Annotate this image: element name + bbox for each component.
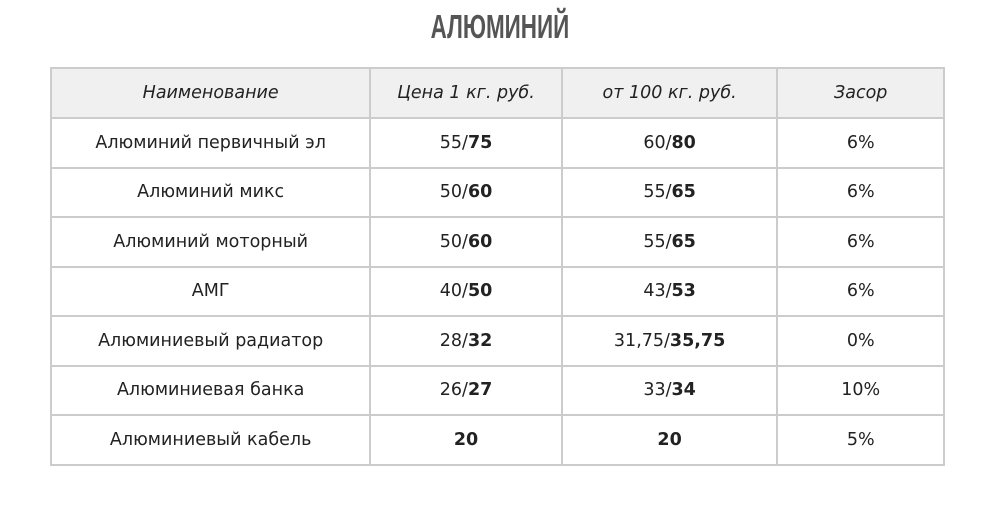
price100-max: 65 — [671, 231, 696, 252]
cell-name: Алюминиевый кабель — [49, 414, 372, 466]
waste-value: 6% — [846, 132, 875, 153]
table-header-row: Наименование Цена 1 кг. руб. от 100 кг. … — [49, 67, 945, 119]
price-min: 28/ — [439, 330, 468, 351]
price-max: 75 — [467, 132, 493, 153]
cell-waste: 6% — [776, 216, 945, 268]
price100-min: 33/ — [643, 380, 672, 401]
price100-max: 53 — [671, 281, 696, 302]
item-name: АМГ — [191, 281, 230, 302]
table-row: Алюминиевая банка 26/27 33/34 10% — [49, 364, 945, 416]
item-name: Алюминий моторный — [113, 231, 309, 252]
table-row: Алюминий микс 50/60 55/65 6% — [49, 166, 945, 218]
waste-value: 0% — [846, 330, 875, 351]
waste-value: 5% — [846, 429, 875, 450]
table-row: Алюминиевый кабель 20 20 5% — [49, 414, 945, 466]
cell-price: 28/32 — [369, 315, 563, 367]
table-row: АМГ 40/50 43/53 6% — [49, 265, 945, 317]
price-max: 60 — [467, 182, 493, 203]
price100-max: 35,75 — [669, 330, 726, 351]
price-max: 50 — [467, 281, 493, 302]
table-row: Алюминий первичный эл 55/75 60/80 6% — [49, 117, 945, 169]
cell-price-100: 33/34 — [560, 364, 779, 416]
cell-waste: 10% — [776, 364, 945, 416]
item-name: Алюминиевая банка — [116, 380, 305, 401]
cell-name: Алюминий микс — [49, 166, 372, 218]
cell-waste: 6% — [776, 166, 945, 218]
cell-price-100: 20 — [560, 414, 779, 466]
cell-name: Алюминиевая банка — [49, 364, 372, 416]
cell-price: 20 — [369, 414, 563, 466]
cell-waste: 6% — [776, 265, 945, 317]
price100-max: 65 — [671, 182, 696, 203]
cell-price-100: 55/65 — [560, 166, 779, 218]
waste-value: 6% — [846, 231, 875, 252]
item-name: Алюминиевый радиатор — [98, 330, 324, 351]
waste-value: 10% — [841, 380, 881, 401]
price-min: 26/ — [439, 380, 468, 401]
header-name: Наименование — [49, 67, 372, 119]
header-waste: Засор — [776, 67, 945, 119]
cell-name: Алюминий первичный эл — [49, 117, 372, 169]
cell-name: АМГ — [49, 265, 372, 317]
item-name: Алюминий микс — [137, 182, 285, 203]
price100-max: 20 — [657, 429, 682, 450]
price-table: Наименование Цена 1 кг. руб. от 100 кг. … — [49, 67, 945, 466]
price-min: 50/ — [439, 231, 468, 252]
cell-price: 40/50 — [369, 265, 563, 317]
price100-min: 55/ — [643, 231, 672, 252]
item-name: Алюминий первичный эл — [95, 132, 326, 153]
waste-value: 6% — [846, 182, 875, 203]
waste-value: 6% — [846, 281, 875, 302]
cell-price-100: 31,75/35,75 — [560, 315, 779, 367]
price-min: 55/ — [439, 132, 468, 153]
price100-min: 31,75/ — [613, 330, 670, 351]
cell-price-100: 43/53 — [560, 265, 779, 317]
cell-price: 50/60 — [369, 216, 563, 268]
price-max: 60 — [467, 231, 493, 252]
table-row: Алюминий моторный 50/60 55/65 6% — [49, 216, 945, 268]
price-min: 40/ — [439, 281, 468, 302]
item-name: Алюминиевый кабель — [109, 429, 312, 450]
cell-waste: 0% — [776, 315, 945, 367]
table-row: Алюминиевый радиатор 28/32 31,75/35,75 0% — [49, 315, 945, 367]
cell-price-100: 55/65 — [560, 216, 779, 268]
price-max: 27 — [467, 380, 493, 401]
price-max: 32 — [467, 330, 493, 351]
price100-max: 80 — [671, 132, 696, 153]
cell-price: 55/75 — [369, 117, 563, 169]
cell-price: 26/27 — [369, 364, 563, 416]
price100-min: 60/ — [643, 132, 672, 153]
cell-price: 50/60 — [369, 166, 563, 218]
cell-waste: 6% — [776, 117, 945, 169]
cell-waste: 5% — [776, 414, 945, 466]
price-max: 20 — [453, 429, 479, 450]
header-price: Цена 1 кг. руб. — [369, 67, 563, 119]
cell-name: Алюминий моторный — [49, 216, 372, 268]
cell-name: Алюминиевый радиатор — [49, 315, 372, 367]
price100-min: 43/ — [643, 281, 672, 302]
price-min: 50/ — [439, 182, 468, 203]
price100-max: 34 — [671, 380, 696, 401]
page-title: АЛЮМИНИЙ — [430, 8, 570, 45]
cell-price-100: 60/80 — [560, 117, 779, 169]
price100-min: 55/ — [643, 182, 672, 203]
header-price-100: от 100 кг. руб. — [560, 67, 779, 119]
